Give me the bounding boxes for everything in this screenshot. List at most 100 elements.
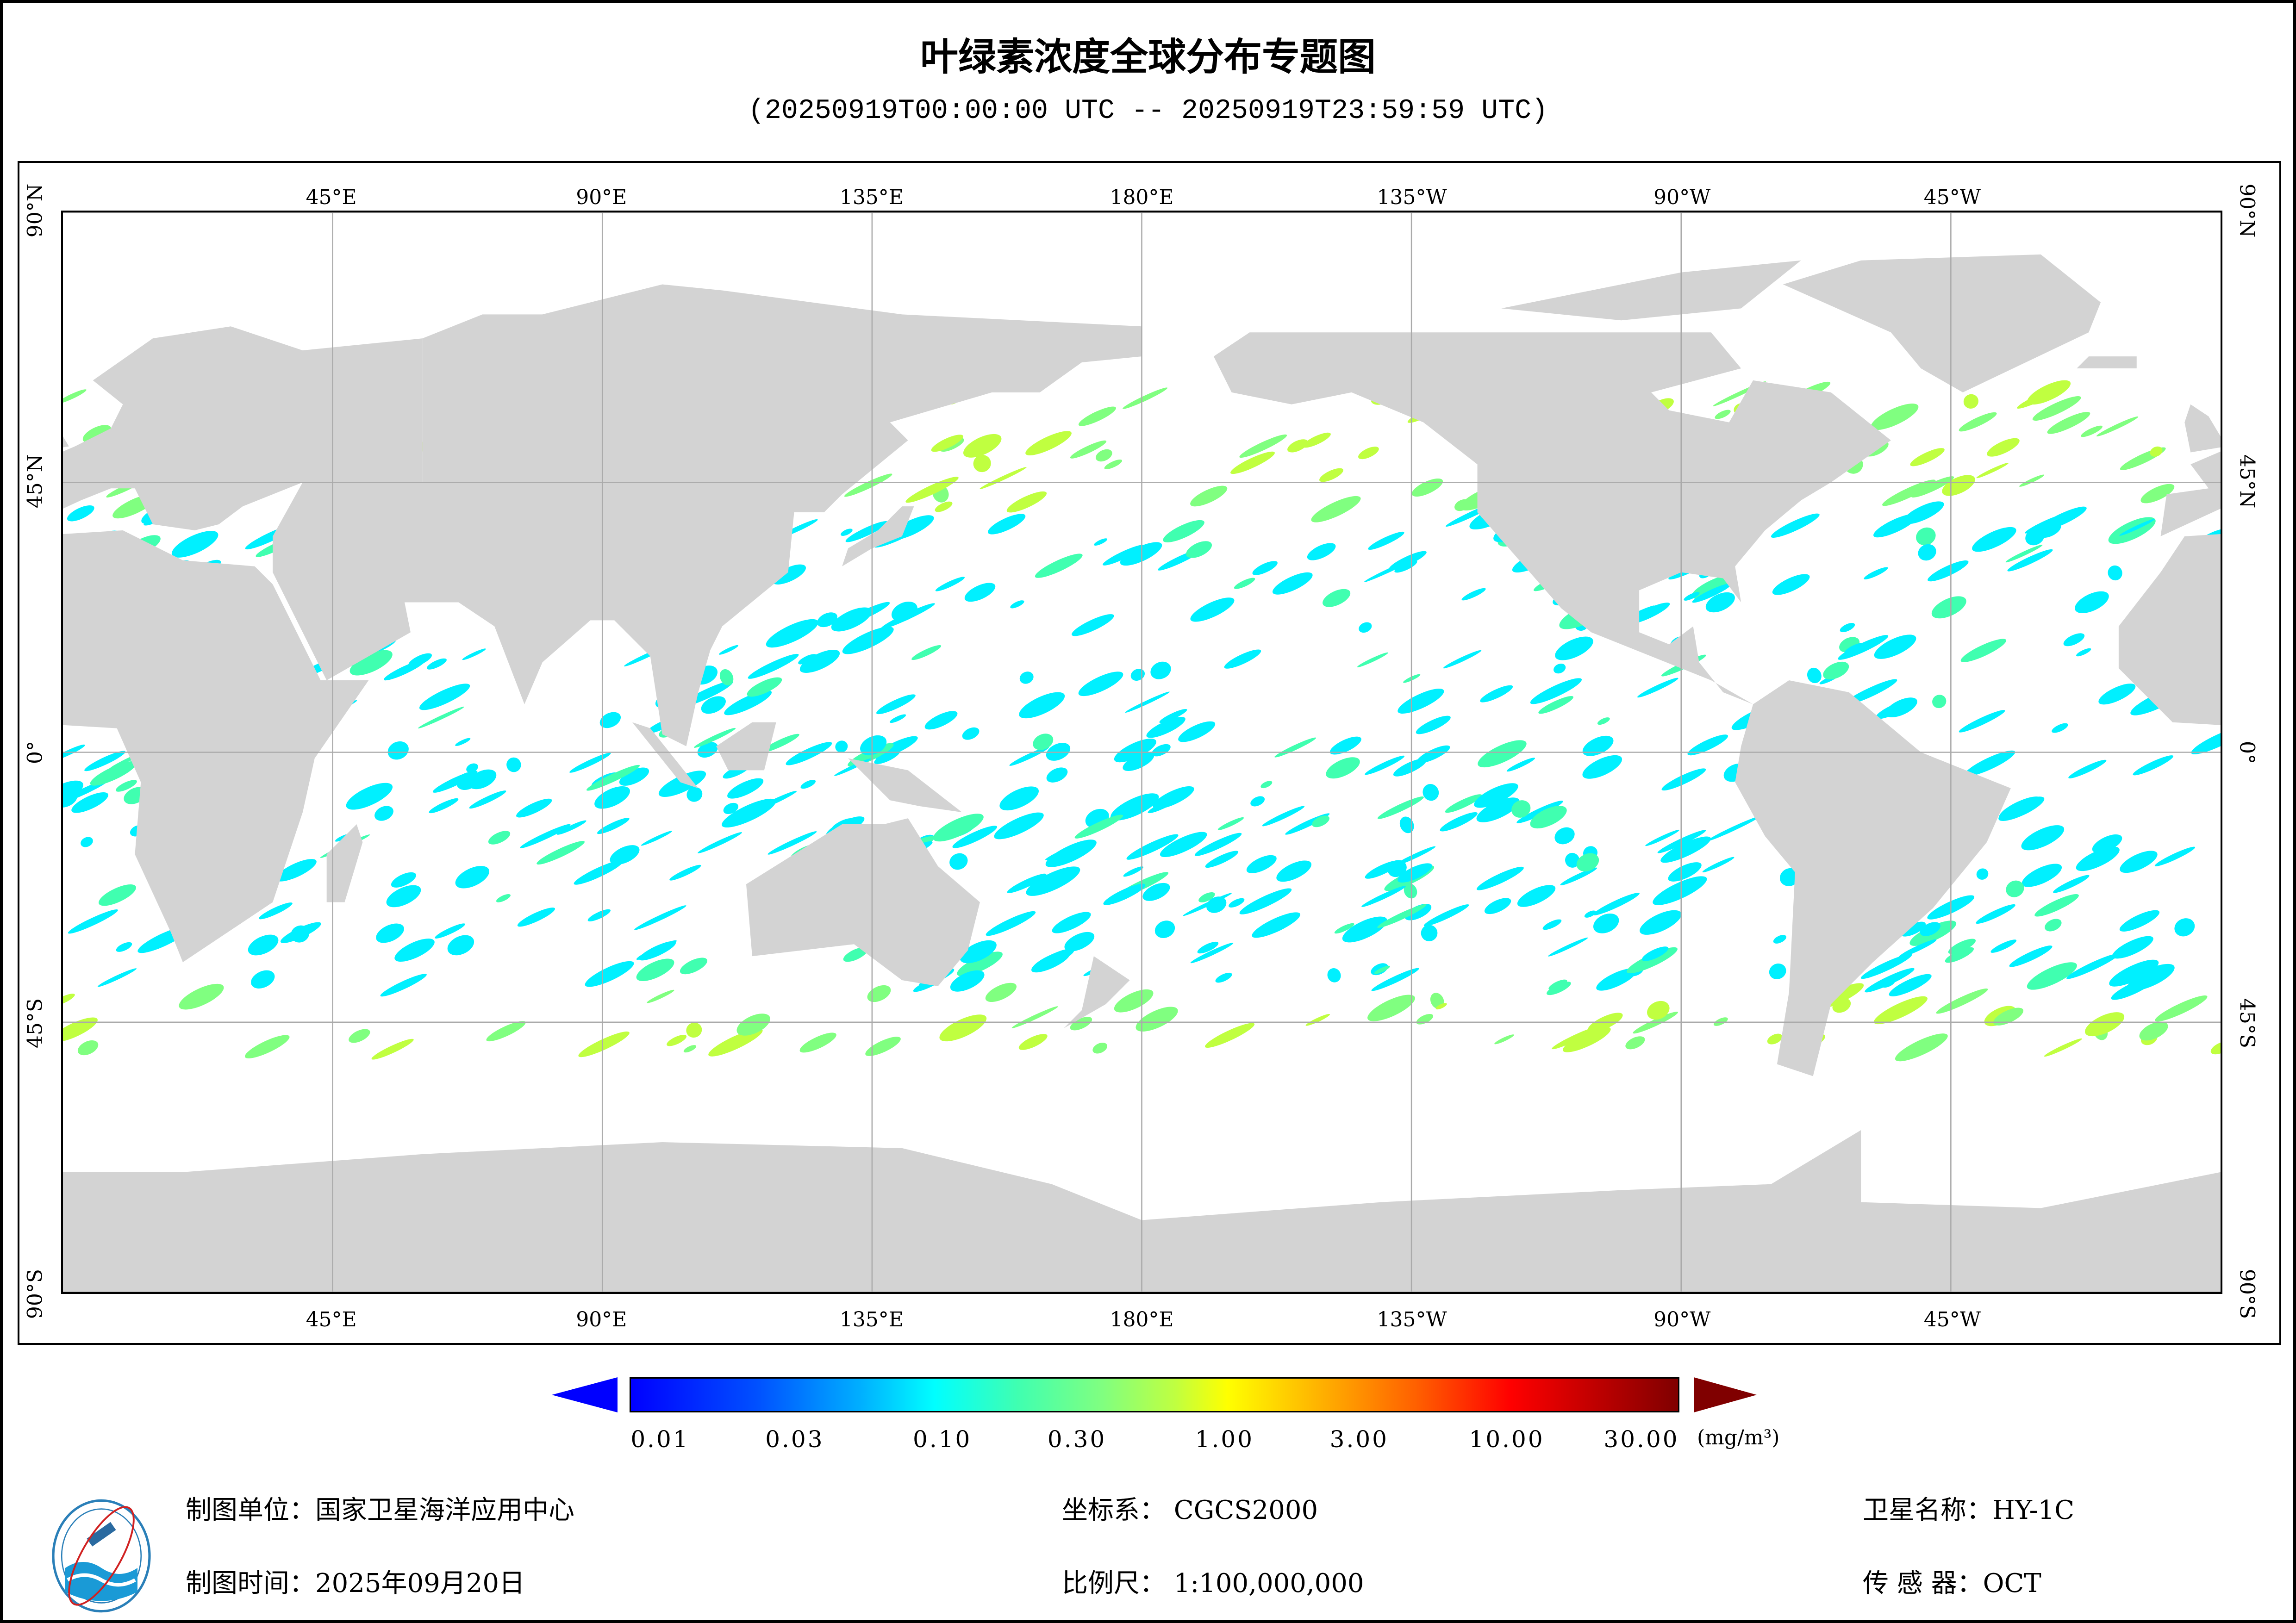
chlorophyll-patch bbox=[1506, 758, 1535, 772]
chlorophyll-patch bbox=[1661, 768, 1706, 791]
chlorophyll-patch bbox=[1125, 691, 1170, 713]
landmass-australia bbox=[746, 818, 980, 986]
chlorophyll-patch bbox=[447, 935, 474, 956]
chlorophyll-patch bbox=[2053, 875, 2090, 893]
chlorophyll-patch bbox=[1070, 1017, 1092, 1031]
chlorophyll-patch bbox=[2140, 484, 2175, 504]
chlorophyll-patch bbox=[1691, 574, 1736, 599]
chlorophyll-patch bbox=[935, 501, 953, 512]
chlorophyll-patch bbox=[1844, 679, 1897, 705]
landmass-sumatra bbox=[632, 722, 699, 789]
longitude-label-bottom: 90°E bbox=[576, 1308, 627, 1331]
chlorophyll-patch bbox=[1773, 935, 1786, 944]
chlorophyll-patch bbox=[1404, 883, 1417, 899]
chlorophyll-patch bbox=[1959, 412, 1997, 432]
chlorophyll-patch bbox=[462, 648, 486, 660]
chlorophyll-patch bbox=[516, 798, 552, 818]
chlorophyll-patch bbox=[844, 473, 892, 497]
chlorophyll-patch bbox=[1461, 588, 1486, 601]
chlorophyll-patch bbox=[1538, 696, 1573, 714]
chlorophyll-patch bbox=[488, 831, 511, 845]
chlorophyll-patch bbox=[719, 669, 734, 686]
chlorophyll-patch bbox=[1936, 988, 1988, 1014]
chlorophyll-patch bbox=[891, 601, 917, 622]
chlorophyll-patch bbox=[2076, 846, 2120, 871]
chlorophyll-patch bbox=[1010, 600, 1024, 609]
chlorophyll-patch bbox=[1555, 636, 1593, 660]
chlorophyll-patch bbox=[1832, 998, 1851, 1013]
chlorophyll-patch bbox=[1807, 667, 1822, 684]
chlorophyll-patch bbox=[842, 627, 894, 654]
chlorophyll-patch bbox=[2009, 945, 2053, 967]
chlorophyll-patch bbox=[686, 1022, 702, 1038]
chlorophyll-patch bbox=[77, 1040, 99, 1056]
chlorophyll-patch bbox=[1123, 752, 1154, 771]
chlorophyll-patch bbox=[2045, 919, 2062, 932]
chlorophyll-patch bbox=[1224, 649, 1261, 669]
chlorophyll-patch bbox=[116, 942, 132, 952]
colorbar-tick-label: 3.00 bbox=[1329, 1426, 1389, 1453]
chlorophyll-patch bbox=[1252, 561, 1278, 575]
chlorophyll-patch bbox=[384, 659, 425, 681]
longitude-label-bottom: 135°E bbox=[839, 1308, 904, 1331]
chlorophyll-patch bbox=[1312, 815, 1329, 827]
chlorophyll-patch bbox=[680, 958, 708, 975]
chlorophyll-patch bbox=[1045, 839, 1097, 867]
chlorophyll-patch bbox=[874, 750, 900, 765]
chlorophyll-patch bbox=[1454, 499, 1470, 511]
chlorophyll-patch bbox=[1445, 794, 1482, 813]
world-map bbox=[61, 211, 2222, 1294]
chlorophyll-patch bbox=[1898, 939, 1937, 958]
chlorophyll-patch bbox=[1094, 538, 1108, 546]
chlorophyll-patch bbox=[81, 837, 93, 847]
chlorophyll-patch bbox=[1960, 639, 2007, 662]
chlorophyll-patch bbox=[890, 714, 906, 723]
landmass-africa bbox=[63, 530, 369, 963]
chlorophyll-patch bbox=[845, 521, 888, 542]
chlorophyll-patch bbox=[1103, 544, 1145, 566]
colorbar-tick-label: 10.00 bbox=[1469, 1426, 1545, 1453]
chlorophyll-patch bbox=[1239, 888, 1292, 914]
chlorophyll-patch bbox=[1542, 919, 1562, 930]
chlorophyll-patch bbox=[1838, 635, 1889, 660]
chlorophyll-patch bbox=[1046, 767, 1068, 783]
chlorophyll-patch bbox=[761, 734, 799, 752]
chlorophyll-patch bbox=[1035, 553, 1083, 578]
longitude-label-top: 135°E bbox=[839, 186, 904, 209]
chlorophyll-patch bbox=[1494, 1034, 1514, 1045]
map-title: 叶绿素浓度全球分布专题图 bbox=[920, 35, 1376, 79]
chlorophyll-patch bbox=[786, 742, 832, 765]
longitude-label-top: 135°W bbox=[1377, 186, 1447, 209]
chlorophyll-patch bbox=[1918, 544, 1936, 561]
chlorophyll-patch bbox=[1411, 478, 1443, 497]
chlorophyll-patch bbox=[988, 514, 1026, 535]
chlorophyll-patch bbox=[723, 802, 738, 815]
chlorophyll-patch bbox=[1114, 739, 1156, 763]
longitude-label-top: 90°E bbox=[576, 186, 627, 209]
chlorophyll-patch bbox=[2112, 936, 2153, 959]
chlorophyll-patch bbox=[1064, 932, 1095, 951]
chlorophyll-patch bbox=[1959, 710, 2005, 733]
chlorophyll-patch bbox=[1274, 737, 1316, 758]
chlorophyll-patch bbox=[1576, 853, 1599, 872]
chlorophyll-patch bbox=[1033, 948, 1074, 970]
chlorophyll-patch bbox=[1423, 904, 1469, 927]
chlorophyll-patch bbox=[2150, 446, 2163, 457]
chlorophyll-patch bbox=[1627, 947, 1678, 974]
chlorophyll-patch bbox=[1976, 868, 1989, 880]
landmass-britain bbox=[63, 436, 69, 448]
chlorophyll-patch bbox=[1398, 863, 1432, 883]
chlorophyll-patch bbox=[1092, 1042, 1108, 1054]
chlorophyll-patch bbox=[1307, 543, 1336, 560]
chlorophyll-patch bbox=[63, 994, 75, 1007]
chlorophyll-patch bbox=[1111, 793, 1159, 821]
chlorophyll-patch bbox=[2155, 995, 2208, 1022]
chlorophyll-patch bbox=[2096, 416, 2139, 436]
chlorophyll-patch bbox=[1006, 491, 1047, 513]
chlorophyll-patch bbox=[2006, 880, 2024, 897]
chlorophyll-patch bbox=[1990, 939, 2017, 953]
landmass-newzealand bbox=[1064, 956, 1130, 1028]
chlorophyll-patch bbox=[1190, 943, 1234, 964]
chlorophyll-patch bbox=[1197, 941, 1219, 954]
chlorophyll-patch bbox=[1250, 796, 1265, 807]
